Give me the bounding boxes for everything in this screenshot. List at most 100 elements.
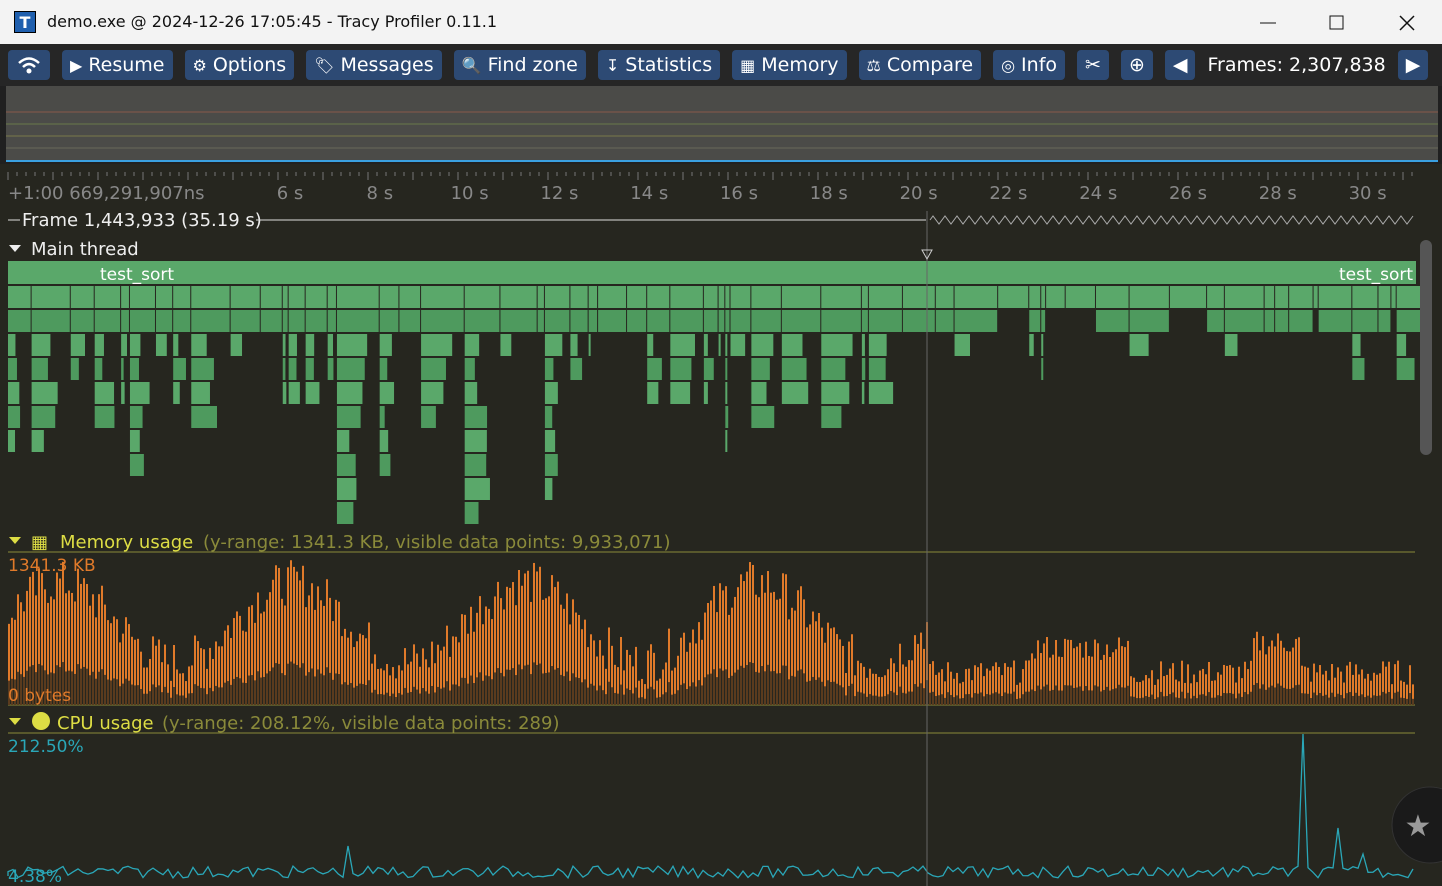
memory-underlay	[722, 670, 724, 705]
zone	[230, 286, 260, 308]
prev-frame[interactable]: ◀	[1164, 50, 1196, 80]
memory-bar	[188, 666, 190, 705]
memory-bar	[1100, 659, 1102, 705]
memory-underlay	[83, 666, 85, 705]
toolbar-button[interactable]: 🔍 Find zone	[453, 50, 586, 80]
memory-underlay	[98, 671, 100, 705]
zoom-button[interactable]: ⊕	[1120, 50, 1153, 80]
memory-underlay	[1055, 685, 1057, 705]
memory-bar	[1250, 660, 1252, 705]
memory-bar	[638, 680, 640, 705]
memory-bar	[476, 612, 478, 705]
memory-bar	[1049, 657, 1051, 705]
memory-bar	[1349, 661, 1351, 705]
memory-underlay	[1112, 689, 1114, 705]
zone	[421, 406, 436, 428]
zone	[379, 430, 389, 452]
memory-underlay	[977, 693, 979, 705]
memory-underlay	[191, 693, 193, 705]
favorite-button[interactable]	[1391, 786, 1442, 864]
zone	[155, 310, 173, 332]
memory-underlay	[1160, 691, 1162, 705]
close[interactable]	[1399, 15, 1415, 31]
button-label: Compare	[886, 54, 974, 76]
memory-underlay	[1142, 697, 1144, 705]
toolbar-button[interactable]: ▦ Memory	[732, 50, 847, 80]
zone	[718, 286, 725, 308]
memory-bar	[299, 580, 301, 705]
memory-bar	[1172, 663, 1174, 705]
memory-bar	[1055, 640, 1057, 705]
memory-underlay	[1058, 690, 1060, 705]
zone	[725, 334, 728, 356]
memory-underlay	[656, 697, 658, 705]
memory-bar	[173, 644, 175, 705]
memory-underlay	[770, 671, 772, 705]
memory-bar	[110, 623, 112, 705]
memory-underlay	[1394, 692, 1396, 705]
connection-button[interactable]	[8, 50, 50, 80]
memory-bar	[257, 592, 259, 705]
memory-underlay	[239, 678, 241, 705]
memory-bar	[779, 598, 781, 705]
memory-bar	[1007, 666, 1009, 705]
memory-bar	[1187, 664, 1189, 705]
memory-underlay	[506, 669, 508, 705]
memory-underlay	[353, 687, 355, 705]
next-frame[interactable]: ▶	[1397, 50, 1429, 80]
memory-underlay	[476, 677, 478, 705]
zone	[94, 286, 121, 308]
thread-label: Main thread	[31, 239, 139, 260]
memory-bar	[275, 565, 277, 705]
memory-bar	[1277, 633, 1279, 705]
zone	[129, 382, 150, 404]
toolbar-button[interactable]: 🏷 Messages	[306, 50, 442, 80]
frames-label: Frames: 2,307,838	[1207, 54, 1386, 76]
memory-underlay	[386, 692, 388, 705]
memory-underlay	[590, 683, 592, 705]
memory-bar	[194, 635, 196, 705]
zone	[260, 286, 282, 308]
toolbar-button[interactable]: ⚖ Compare	[858, 50, 982, 80]
memory-bar	[125, 617, 127, 705]
zone	[718, 334, 721, 356]
memory-underlay	[206, 694, 208, 705]
memory-bar	[47, 602, 49, 705]
memory-bar	[788, 619, 790, 705]
toolbar-button[interactable]: ↧ Statistics	[597, 50, 721, 80]
memory-bar	[464, 614, 466, 705]
zone	[94, 382, 115, 404]
memory-underlay	[848, 685, 850, 705]
memory-bar	[560, 604, 562, 705]
memory-bar	[914, 635, 916, 705]
maximize[interactable]	[1329, 15, 1344, 30]
memory-bar	[227, 625, 229, 705]
tools-button[interactable]: ✂	[1077, 50, 1109, 80]
zone	[647, 382, 659, 404]
memory-underlay	[1124, 687, 1126, 705]
memory-bar	[1301, 665, 1303, 705]
memory-underlay	[872, 695, 874, 705]
toolbar-button[interactable]: ⚙ Options	[184, 50, 295, 80]
memory-underlay	[314, 676, 316, 705]
memory-bar	[980, 663, 982, 705]
memory-underlay	[92, 671, 94, 705]
memory-bar	[848, 641, 850, 705]
window-title: demo.exe @ 2024-12-26 17:05:45 - Tracy P…	[47, 12, 498, 31]
memory-bar	[86, 583, 88, 705]
memory-bar	[974, 665, 976, 705]
memory-underlay	[533, 662, 535, 705]
zone	[1041, 358, 1044, 380]
zone	[1129, 286, 1169, 308]
toolbar-button[interactable]: ◎ Info	[993, 50, 1066, 80]
memory-underlay	[1262, 684, 1264, 705]
memory-underlay	[1097, 686, 1099, 705]
memory-underlay	[146, 693, 148, 705]
memory-underlay	[1322, 695, 1324, 705]
zone	[730, 310, 751, 332]
toolbar-button[interactable]: ▶ Resume	[62, 50, 173, 80]
memory-bar	[1121, 646, 1123, 705]
memory-underlay	[779, 673, 781, 705]
zone	[751, 358, 770, 380]
memory-bar	[1229, 665, 1231, 705]
